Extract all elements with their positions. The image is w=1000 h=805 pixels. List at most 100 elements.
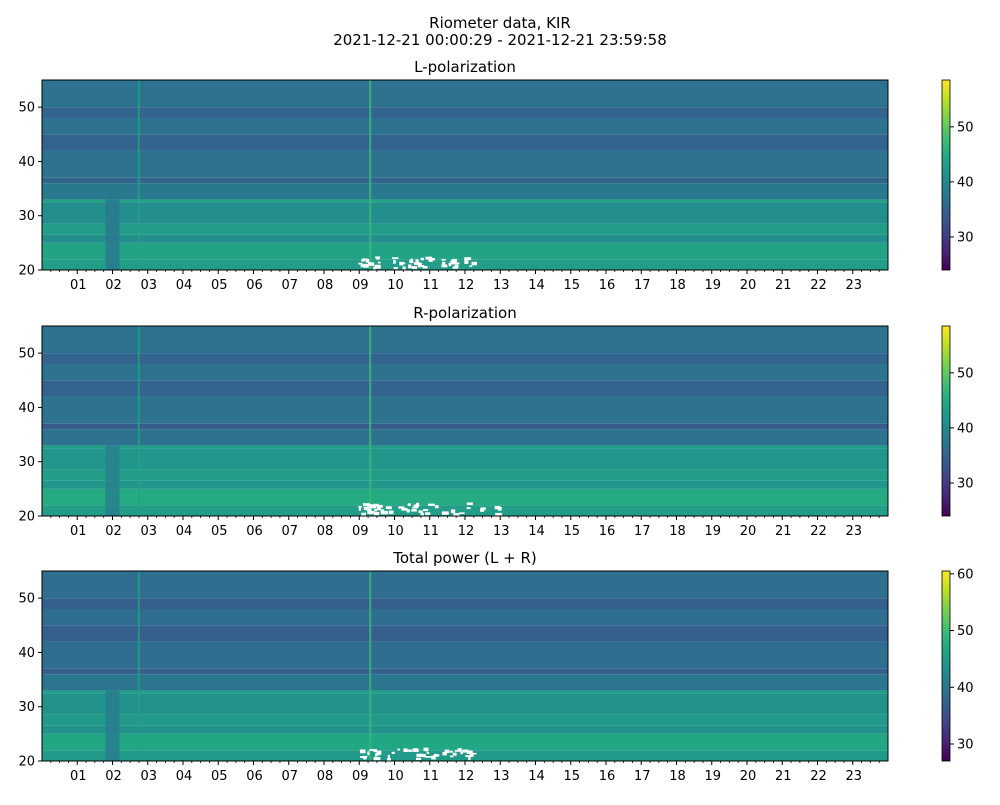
saturated-mark <box>452 752 457 756</box>
x-tick-label: 18 <box>669 278 686 293</box>
heatmap-band <box>42 714 888 726</box>
saturated-mark <box>418 755 425 757</box>
x-tick-label: 05 <box>211 524 228 539</box>
saturated-mark <box>457 748 462 751</box>
x-tick-label: 10 <box>387 278 404 293</box>
x-tick-label: 06 <box>246 524 263 539</box>
x-tick-label: 12 <box>458 524 475 539</box>
saturated-mark <box>418 510 423 514</box>
saturated-mark <box>402 266 406 271</box>
saturated-mark <box>415 259 419 263</box>
saturated-mark <box>375 752 381 756</box>
heatmap-feature <box>105 445 120 516</box>
x-tick-label: 13 <box>493 524 510 539</box>
heatmap-band <box>42 445 888 449</box>
colorbar-tick-label: 50 <box>957 624 974 639</box>
x-tick-label: 04 <box>176 278 193 293</box>
y-tick-label: 40 <box>18 401 35 416</box>
heatmap-feature <box>137 571 140 761</box>
x-tick-label: 13 <box>493 278 510 293</box>
y-tick-label: 30 <box>18 700 35 715</box>
saturated-mark <box>387 754 390 759</box>
heatmap-band <box>42 668 888 675</box>
x-tick-label: 22 <box>810 524 827 539</box>
x-tick-label: 16 <box>599 278 616 293</box>
x-tick-label: 02 <box>105 524 122 539</box>
saturated-mark <box>400 262 406 265</box>
saturated-mark <box>405 749 412 752</box>
x-tick-label: 22 <box>810 769 827 784</box>
colorbar-tick-label: 40 <box>957 421 974 436</box>
x-tick-label: 10 <box>387 769 404 784</box>
colorbar-gradient <box>941 325 951 517</box>
x-tick-label: 03 <box>140 524 157 539</box>
saturated-mark <box>376 505 382 508</box>
saturated-mark <box>431 755 436 760</box>
heatmap-band <box>42 725 888 734</box>
saturated-mark <box>468 756 471 760</box>
heatmap-band <box>42 693 888 715</box>
saturated-mark <box>373 757 381 761</box>
colorbar-tick-label: 50 <box>957 120 974 135</box>
x-tick-label: 11 <box>422 769 439 784</box>
heatmap-feature <box>105 690 120 761</box>
saturated-mark <box>373 749 377 753</box>
colorbar-gradient <box>941 570 951 762</box>
y-tick-label: 40 <box>18 155 35 170</box>
saturated-mark <box>358 262 363 265</box>
heatmap-band <box>42 625 888 642</box>
heatmap-feature <box>369 80 372 270</box>
heatmap <box>42 326 888 518</box>
figure-title: Riometer data, KIR <box>429 14 571 32</box>
saturated-mark <box>444 749 450 754</box>
x-tick-label: 10 <box>387 524 404 539</box>
heatmap-band <box>42 488 888 506</box>
x-tick-label: 17 <box>634 769 651 784</box>
heatmap-feature <box>105 199 120 270</box>
saturated-mark <box>388 510 394 515</box>
saturated-mark <box>368 262 375 266</box>
x-tick-label: 18 <box>669 769 686 784</box>
saturated-mark <box>460 751 463 755</box>
x-tick-label: 19 <box>704 278 721 293</box>
x-tick-label: 22 <box>810 278 827 293</box>
panel-title: L-polarization <box>414 58 516 76</box>
heatmap-feature <box>369 326 372 516</box>
saturated-mark <box>360 264 367 268</box>
y-tick-label: 50 <box>18 592 35 607</box>
x-tick-label: 17 <box>634 524 651 539</box>
saturated-mark <box>386 758 391 763</box>
saturated-mark <box>377 261 381 264</box>
saturated-mark <box>433 753 439 756</box>
saturated-mark <box>428 259 433 262</box>
saturated-mark <box>408 264 412 269</box>
x-tick-label: 17 <box>634 278 651 293</box>
saturated-mark <box>436 754 440 757</box>
saturated-mark <box>420 512 424 517</box>
heatmap-band <box>42 177 888 184</box>
saturated-mark <box>416 502 420 505</box>
heatmap-band <box>42 733 888 751</box>
saturated-mark <box>362 503 370 507</box>
x-tick-label: 07 <box>281 278 298 293</box>
saturated-mark <box>410 749 413 753</box>
figure-subtitle: 2021-12-21 00:00:29 - 2021-12-21 23:59:5… <box>333 31 667 49</box>
saturated-mark <box>397 748 400 751</box>
saturated-mark <box>422 509 429 512</box>
heatmap-band <box>42 598 888 609</box>
saturated-mark <box>358 505 362 508</box>
saturated-mark <box>422 265 428 269</box>
heatmap-band <box>42 80 888 108</box>
heatmap-band <box>42 242 888 260</box>
colorbar-tick-label: 40 <box>957 681 974 696</box>
heatmap <box>42 571 888 763</box>
saturated-mark <box>411 509 417 512</box>
x-tick-label: 21 <box>775 278 792 293</box>
x-tick-label: 09 <box>352 769 369 784</box>
x-tick-label: 03 <box>140 278 157 293</box>
saturated-mark <box>415 757 422 761</box>
y-tick-label: 30 <box>18 209 35 224</box>
heatmap-band <box>42 750 888 761</box>
